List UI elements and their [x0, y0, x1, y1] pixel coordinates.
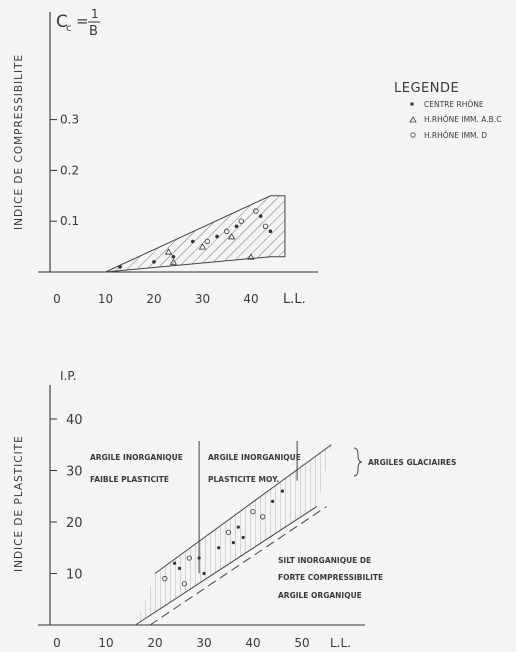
y-axis-title: INDICE DE PLASTICITE — [13, 435, 25, 572]
zone-label-moy-1: ARGILE INORGANIQUE — [208, 453, 301, 462]
point-centre-rhone — [152, 260, 156, 264]
point-hrhone-d — [204, 238, 211, 245]
x-tick-label: 50 — [294, 636, 309, 650]
point-hrhone-d — [262, 223, 269, 229]
zone-label-faible-1: ARGILE INORGANIQUE — [90, 453, 183, 462]
x-ticks: 0 10 20 30 40 — [53, 292, 258, 306]
data-point — [250, 509, 256, 515]
glaciaires-brace — [353, 447, 363, 477]
point-centre-rhone — [258, 214, 263, 218]
data-point — [186, 555, 192, 561]
x-tick-label: 0 — [53, 636, 61, 650]
data-point — [280, 489, 284, 493]
point-hrhone-abc — [169, 258, 178, 265]
cc-numerator: 1 — [91, 7, 99, 21]
y-ticks: 0.1 0.2 0.3 — [50, 113, 79, 228]
point-hrhone-d — [238, 218, 244, 224]
point-centre-rhone — [191, 239, 195, 244]
data-points — [162, 489, 284, 587]
x-tick-label: 0 — [53, 292, 61, 306]
point-centre-rhone — [118, 265, 122, 269]
y-tick-label: 20 — [66, 516, 83, 531]
data-points — [118, 208, 273, 269]
point-hrhone-abc — [227, 233, 236, 240]
data-point — [217, 546, 221, 550]
point-hrhone-d — [224, 228, 230, 235]
data-point — [260, 514, 266, 520]
x-tick-label: 40 — [243, 292, 258, 306]
x-tick-label: 40 — [245, 636, 260, 650]
point-hrhone-d — [253, 208, 259, 214]
zone-label-silt-3: ARGILE ORGANIQUE — [278, 591, 362, 600]
point-hrhone-abc — [247, 253, 255, 260]
y-tick-label: 10 — [66, 568, 83, 583]
legend-item-hrhone-abc: H.RHÔNE IMM. A.B.C — [424, 115, 501, 124]
data-point — [241, 535, 245, 540]
point-hrhone-abc — [164, 248, 173, 255]
x-tick-label: 10 — [98, 292, 113, 306]
zone-label-faible-2: FAIBLE PLASTICITE — [90, 475, 169, 484]
lower-boundary-line — [135, 506, 317, 626]
cc-subscript: c — [66, 23, 72, 34]
upper-boundary-line — [154, 444, 332, 574]
legend-marker-dot — [410, 102, 414, 106]
point-centre-rhone — [234, 224, 239, 229]
data-point — [162, 576, 168, 582]
x-tick-label: 20 — [147, 636, 162, 650]
y-tick-label: 30 — [66, 465, 83, 480]
legend: LEGENDE CENTRE RHÔNE H.RHÔNE IMM. A.B.C … — [394, 81, 501, 140]
y-tick-label: 40 — [66, 413, 83, 428]
x-axis-label: L.L. — [330, 636, 351, 650]
y-tick-label: 0.1 — [60, 214, 79, 228]
y-tick-label: 0.2 — [60, 163, 79, 177]
data-point — [202, 571, 206, 576]
chart-plasticity: I.P. INDICE DE PLASTICITE 10 20 30 40 0 10 20… — [13, 369, 456, 650]
point-centre-rhone — [268, 229, 273, 234]
point-centre-rhone — [171, 254, 176, 259]
point-hrhone-abc — [198, 243, 207, 250]
data-point — [225, 529, 232, 535]
data-point — [236, 525, 240, 529]
cc-equals: = — [76, 12, 89, 30]
zone-label-glaciaires: ARGILES GLACIAIRES — [368, 458, 456, 467]
data-point — [197, 556, 201, 560]
x-tick-label: 30 — [196, 636, 211, 650]
legend-item-centre-rhone: CENTRE RHÔNE — [424, 100, 484, 109]
zone-label-moy-2: PLASTICITE MOY. — [208, 475, 279, 484]
data-point — [181, 581, 187, 587]
legend-title: LEGENDE — [394, 81, 459, 96]
x-tick-label: 10 — [98, 636, 113, 650]
data-point — [173, 561, 177, 565]
cc-denominator: B — [89, 24, 98, 39]
y-tick-label: 0.3 — [60, 113, 79, 127]
x-axis-label: L.L. — [283, 292, 306, 307]
data-point — [177, 566, 182, 570]
x-ticks: 0 10 20 30 40 50 — [53, 636, 309, 650]
chart-compressibility: C c = 1 B INDICE DE COMPRESSIBILITE 0.10… — [13, 7, 318, 307]
point-centre-rhone — [215, 234, 219, 239]
y-axis-title: INDICE DE COMPRESSIBILITE — [13, 54, 25, 230]
data-point — [231, 541, 235, 545]
data-point — [271, 499, 275, 503]
zone-label-silt-2: FORTE COMPRESSIBILITE — [278, 573, 383, 582]
legend-marker-circle — [410, 132, 416, 138]
x-tick-label: 30 — [195, 292, 210, 306]
x-tick-label: 20 — [146, 292, 161, 306]
legend-item-hrhone-d: H.RHÔNE IMM. D — [424, 131, 487, 140]
cc-symbol: C — [56, 12, 68, 32]
zone-label-silt-1: SILT INORGANIQUE DE — [278, 556, 371, 565]
dashed-boundary-line — [149, 506, 327, 626]
legend-marker-triangle — [409, 116, 417, 123]
hatched-zone — [105, 195, 286, 273]
ip-symbol: I.P. — [60, 369, 77, 383]
y-ticks: 10 20 30 40 — [50, 413, 83, 583]
